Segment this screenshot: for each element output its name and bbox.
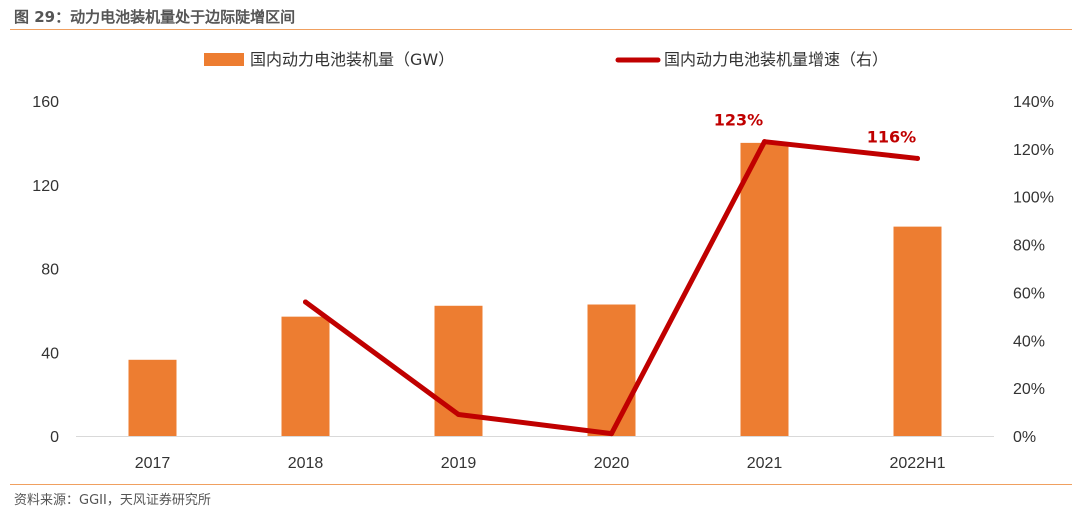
legend-bar-label: 国内动力电池装机量（GW） — [250, 50, 454, 69]
growth-point-2022H1 — [915, 155, 920, 161]
y-left-tick-label: 80 — [41, 262, 59, 279]
y-right-tick-label: 60% — [1013, 285, 1045, 302]
y-left-tick-label: 120 — [32, 178, 59, 195]
x-tick-label: 2019 — [441, 455, 477, 472]
y-right-tick-label: 0% — [1013, 429, 1036, 446]
combo-chart: 国内动力电池装机量（GW） 国内动力电池装机量增速（右） 040801201600… — [32, 50, 1054, 472]
data-label-2022H1: 116% — [867, 127, 916, 146]
legend-line-label: 国内动力电池装机量增速（右） — [664, 50, 888, 69]
top-divider — [10, 29, 1072, 30]
chart-legend: 国内动力电池装机量（GW） 国内动力电池装机量增速（右） — [204, 50, 888, 69]
y-right-tick-label: 20% — [1013, 381, 1045, 398]
bar-2020 — [587, 304, 636, 436]
y-right-tick-label: 140% — [1013, 94, 1054, 111]
bar-2021 — [740, 142, 789, 436]
chart-axes: 0 40 80 120 160 0% 20% 40% 60% 80% 100% 120% 140% 201… — [32, 94, 1054, 472]
y-right-tick-label: 120% — [1013, 142, 1054, 159]
bar-2022H1 — [893, 226, 942, 436]
bar-2018 — [281, 316, 330, 436]
x-tick-label: 2017 — [135, 455, 171, 472]
x-tick-label: 2022H1 — [889, 455, 945, 472]
growth-point-2018 — [303, 299, 308, 305]
x-tick-label: 2018 — [288, 455, 324, 472]
growth-point-2021 — [762, 139, 767, 145]
data-label-2021: 123% — [714, 111, 763, 130]
y-left-tick-label: 40 — [41, 345, 59, 362]
y-left-tick-label: 0 — [50, 429, 59, 446]
y-right-tick-label: 80% — [1013, 238, 1045, 255]
data-labels: 123% 116% — [714, 111, 916, 147]
y-right-tick-label: 100% — [1013, 190, 1054, 207]
x-tick-label: 2020 — [594, 455, 630, 472]
growth-line-series — [303, 139, 920, 437]
bar-series — [128, 142, 942, 436]
source-note: 资料来源：GGII，天风证券研究所 — [14, 493, 211, 508]
y-left-tick-label: 160 — [32, 94, 59, 111]
x-tick-label: 2021 — [747, 455, 783, 472]
bar-2017 — [128, 359, 177, 436]
y-right-tick-label: 40% — [1013, 333, 1045, 350]
figure-title: 图 29：动力电池装机量处于边际陡增区间 — [14, 8, 296, 26]
bottom-divider — [10, 484, 1072, 485]
growth-point-2020 — [609, 431, 614, 437]
growth-point-2019 — [456, 411, 461, 417]
legend-bar-swatch — [204, 53, 244, 66]
